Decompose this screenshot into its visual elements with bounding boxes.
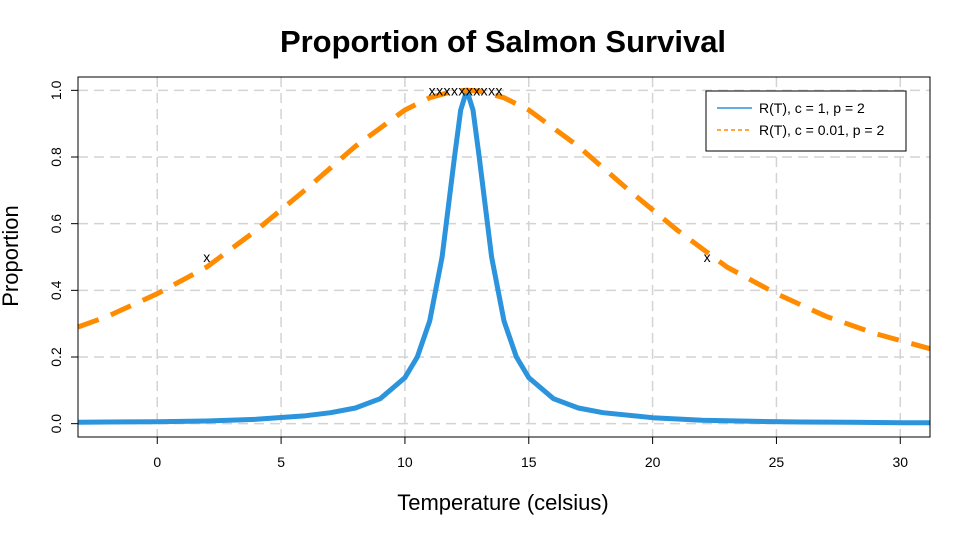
series-line-1 [77, 87, 931, 352]
y-tick-label-1: 0.2 [48, 347, 64, 367]
annotation-marker-10: x [488, 82, 495, 98]
annotation-marker-5: x [451, 82, 458, 98]
y-tick-label-5: 1.0 [48, 80, 64, 100]
legend-label-0: R(T), c = 1, p = 2 [759, 100, 865, 116]
annotation-marker-0: x [203, 249, 210, 265]
x-axis-label: Temperature (celsius) [397, 490, 609, 515]
legend: R(T), c = 1, p = 2 R(T), c = 0.01, p = 2 [705, 90, 907, 152]
y-tick-label-2: 0.4 [48, 280, 64, 300]
series-lines [77, 87, 931, 426]
y-tick-label-4: 0.8 [48, 147, 64, 167]
annotation-marker-1: x [704, 249, 711, 265]
annotation-marker-3: x [436, 82, 443, 98]
series-line-0 [77, 87, 930, 426]
annotation-marker-8: x [473, 82, 480, 98]
legend-box [705, 90, 907, 152]
annotation-marker-4: x [444, 82, 451, 98]
y-tick-label-0: 0.0 [48, 414, 64, 434]
annotation-marker-7: x [466, 82, 473, 98]
x-tick-label-4: 20 [645, 454, 661, 470]
legend-label-1: R(T), c = 0.01, p = 2 [759, 122, 884, 138]
y-axis-label: Proportion [0, 205, 23, 307]
grid-lines [78, 77, 930, 437]
x-tick-label-0: 0 [153, 454, 161, 470]
chart-title: Proportion of Salmon Survival [280, 24, 726, 59]
y-tick-label-3: 0.6 [48, 214, 64, 234]
annotation-marker-9: x [481, 82, 488, 98]
x-tick-label-1: 5 [277, 454, 285, 470]
axes: 0 5 10 15 20 25 30 0.0 0.2 0.4 0.6 0.8 1.0 [48, 76, 931, 470]
annotation-marker-11: x [496, 82, 503, 98]
x-tick-label-3: 15 [521, 454, 537, 470]
annotation-markers: x xx x x x x x x x x x [203, 82, 710, 265]
plot-border [77, 76, 931, 438]
annotation-marker-2: x [429, 82, 436, 98]
annotation-marker-6: x [458, 82, 465, 98]
x-tick-label-5: 25 [769, 454, 785, 470]
x-tick-label-2: 10 [397, 454, 413, 470]
x-tick-label-6: 30 [892, 454, 908, 470]
